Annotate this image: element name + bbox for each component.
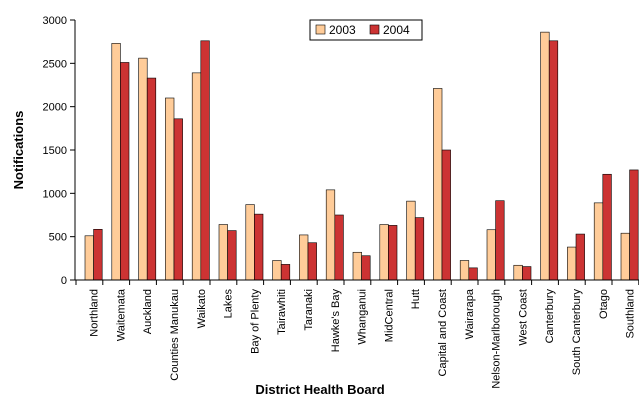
category-label: Otago (598, 289, 610, 319)
category-label: MidCentral (383, 289, 395, 342)
category-label: Whanganui (357, 289, 369, 345)
bar-2003-waikato (191, 72, 202, 281)
bar-2003-south-canterbury (567, 246, 577, 281)
bar-2004-southland (629, 169, 639, 281)
bar-2003-tairawhiti (272, 260, 282, 281)
y-axis: 0 500 1000 1500 2000 2500 3000 (43, 15, 76, 287)
bar-2003-bay-of-plenty (245, 204, 255, 281)
bar-2003-canterbury (540, 31, 550, 281)
bar-2003-counties-manukau (165, 97, 175, 281)
bar-2004-midcentral (388, 225, 398, 281)
bar-2004-bay-of-plenty (254, 213, 264, 281)
category-label: Wairarapa (464, 288, 476, 339)
bar-2003-west-coast (513, 264, 523, 281)
category-label: Hawke's Bay (330, 289, 342, 353)
bar-2003-taranaki (299, 234, 309, 281)
y-tick-label: 2000 (43, 102, 67, 114)
category-label: Northland (89, 289, 101, 337)
category-label: Waitemata (115, 288, 127, 341)
legend-label-2003: 2003 (329, 23, 356, 37)
category-label: Southland (625, 289, 637, 339)
bar-2003-otago (593, 202, 604, 281)
x-axis: Northland Waitemata Auckland Counties Manuk… (75, 279, 639, 389)
y-tick-label: 0 (61, 275, 67, 287)
bar-2003-wairarapa (459, 260, 470, 281)
category-label: Bay of Plenty (249, 289, 261, 354)
bar-2003-hutt (406, 200, 416, 281)
bar-2003-capital-and-coast (433, 88, 443, 281)
category-label: Counties Manukau (169, 289, 181, 381)
bar-2004-waikato (200, 40, 210, 281)
bar-2004-northland (93, 229, 103, 281)
bar-2004-west-coast (522, 266, 532, 281)
category-label: Taranaki (303, 289, 315, 331)
category-label: Auckland (142, 289, 154, 334)
bar-2003-midcentral (379, 224, 389, 281)
y-axis-title: Notifications (11, 111, 26, 190)
category-label: Hutt (410, 289, 422, 309)
category-label: Canterbury (544, 289, 556, 344)
bar-2004-nelson-marlborough (495, 200, 505, 281)
category-label: Waikato (196, 289, 208, 328)
bar-2003-waitemata (111, 43, 121, 281)
bar-2003-northland (84, 235, 94, 281)
legend-label-2004: 2004 (383, 23, 410, 37)
bar-2004-capital-and-coast (441, 149, 451, 281)
category-label: Tairawhiti (276, 289, 288, 335)
bar-2004-whanganui (361, 255, 371, 281)
category-label: South Canterbury (571, 289, 583, 376)
category-label: Capital and Coast (437, 289, 449, 376)
bar-2003-nelson-marlborough (486, 229, 496, 281)
category-label: West Coast (517, 289, 529, 346)
category-label: Lakes (223, 289, 235, 319)
bar-2004-hawke-s-bay (334, 214, 344, 281)
bar-2004-taranaki (307, 242, 317, 281)
bar-2004-hutt (414, 217, 425, 281)
bar-2004-canterbury (548, 40, 559, 281)
bars (84, 31, 639, 281)
bar-2004-tairawhiti (280, 264, 291, 281)
bar-2003-southland (620, 232, 630, 281)
legend-swatch-2003 (315, 24, 326, 35)
bar-2003-whanganui (352, 251, 362, 281)
bar-2004-south-canterbury (575, 233, 585, 281)
y-tick-label: 1500 (43, 145, 67, 157)
bar-2003-lakes (218, 224, 228, 281)
legend: 2003 2004 (309, 19, 423, 41)
legend-box (309, 19, 423, 41)
bar-2004-otago (602, 173, 612, 281)
bar-2004-wairarapa (468, 267, 478, 281)
bar-2003-hawke-s-bay (325, 189, 336, 281)
y-tick-label: 3000 (43, 15, 67, 27)
bar-2004-lakes (227, 230, 237, 281)
bar-2003-auckland (138, 57, 148, 281)
bar-2004-waitemata (120, 62, 130, 281)
y-tick-label: 500 (49, 232, 67, 244)
category-label: Nelson-Marlborough (491, 289, 503, 389)
bar-2004-counties-manukau (173, 118, 183, 281)
legend-swatch-2004 (369, 24, 380, 35)
y-tick-label: 1000 (43, 188, 67, 200)
bar-2004-auckland (146, 77, 157, 281)
x-axis-title: District Health Board (255, 382, 384, 397)
y-tick-label: 2500 (43, 58, 67, 70)
